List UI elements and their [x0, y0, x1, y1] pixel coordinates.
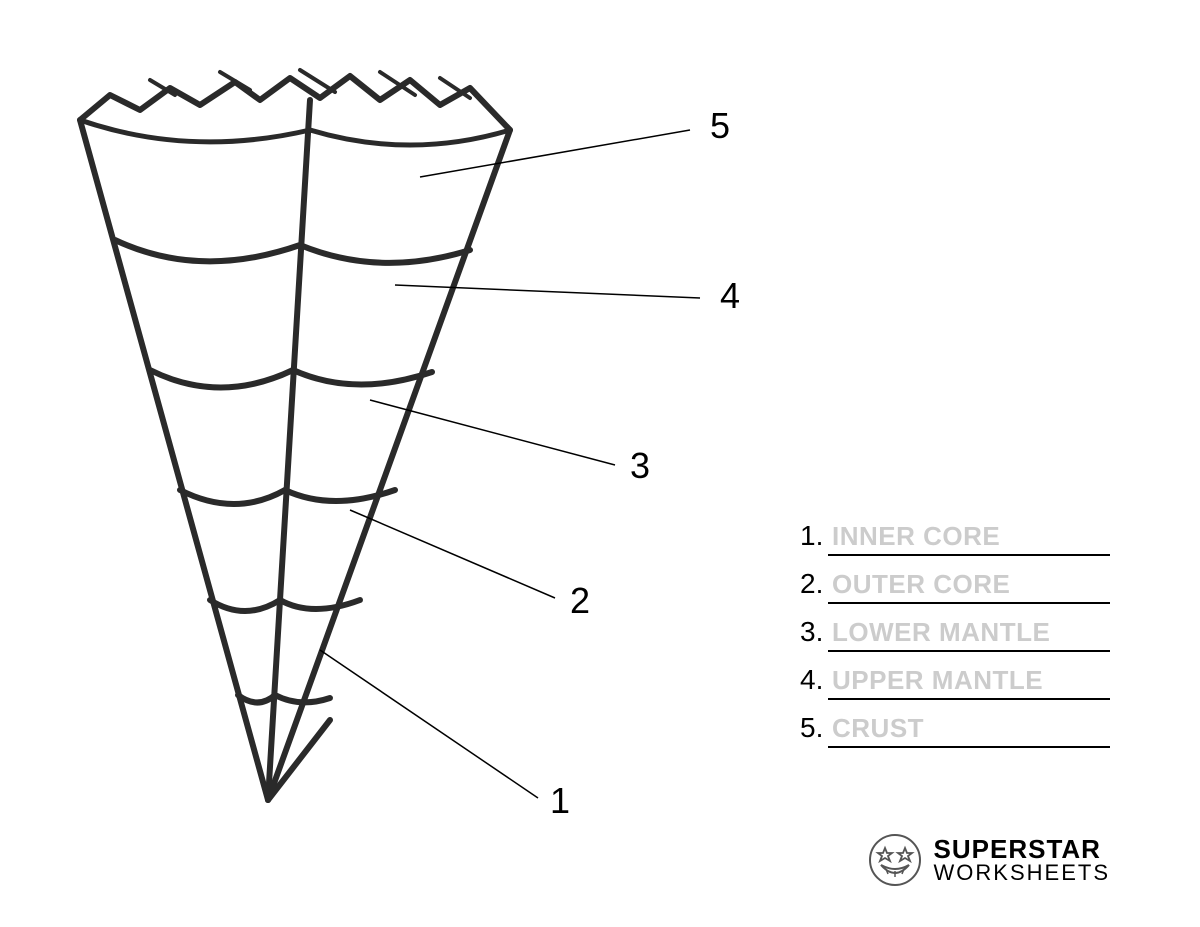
callout-5: 5: [710, 105, 730, 147]
brand-name-bottom: WORKSHEETS: [934, 862, 1110, 884]
callout-4: 4: [720, 275, 740, 317]
brand-name-top: SUPERSTAR: [934, 836, 1110, 862]
answer-text-3: LOWER MANTLE: [832, 617, 1050, 647]
answer-num-5: 5.: [800, 712, 828, 744]
brand-logo: SUPERSTAR WORKSHEETS: [868, 833, 1110, 887]
leader-line-2: [350, 510, 555, 598]
answer-text-4: UPPER MANTLE: [832, 665, 1043, 695]
callout-1: 1: [550, 780, 570, 822]
leader-line-4: [395, 285, 700, 298]
callout-2: 2: [570, 580, 590, 622]
answer-row: 1. INNER CORE: [800, 520, 1110, 556]
star-face-icon: [868, 833, 922, 887]
answer-num-4: 4.: [800, 664, 828, 696]
callout-3: 3: [630, 445, 650, 487]
leader-line-5: [420, 130, 690, 177]
answer-num-2: 2.: [800, 568, 828, 600]
leader-line-3: [370, 400, 615, 465]
answer-num-3: 3.: [800, 616, 828, 648]
earth-layers-diagram: [0, 0, 1200, 927]
leader-line-1: [320, 650, 538, 798]
answer-row: 3. LOWER MANTLE: [800, 616, 1110, 652]
answer-text-1: INNER CORE: [832, 521, 1000, 551]
answer-text-2: OUTER CORE: [832, 569, 1010, 599]
answer-key: 1. INNER CORE 2. OUTER CORE 3. LOWER MAN…: [800, 520, 1110, 760]
answer-row: 4. UPPER MANTLE: [800, 664, 1110, 700]
answer-text-5: CRUST: [832, 713, 924, 743]
answer-num-1: 1.: [800, 520, 828, 552]
answer-row: 2. OUTER CORE: [800, 568, 1110, 604]
answer-row: 5. CRUST: [800, 712, 1110, 748]
